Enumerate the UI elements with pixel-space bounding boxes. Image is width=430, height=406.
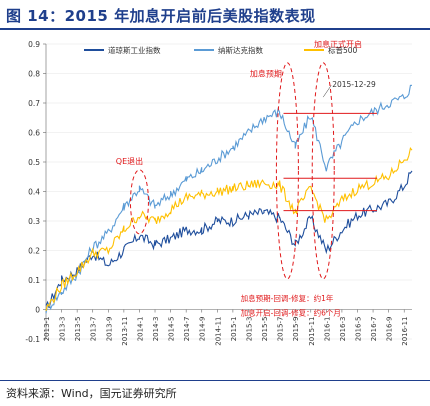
- x-tick-label: 2016-11: [401, 317, 409, 346]
- y-tick-label: 0.1: [28, 276, 40, 285]
- x-tick-label: 2013-1: [43, 317, 51, 342]
- x-tick-label: 2016-7: [370, 317, 378, 342]
- legend-label-1: 纳斯达克指数: [218, 45, 263, 55]
- qe-exit-ellipse: [129, 169, 149, 235]
- x-tick-label: 2014-9: [199, 317, 207, 342]
- x-tick-label: 2016-1: [323, 317, 331, 342]
- legend-label-2: 标普500: [328, 45, 358, 55]
- x-tick-label: 2015-1: [230, 317, 238, 342]
- legend-label-0: 道琼斯工业指数: [108, 45, 161, 55]
- hike-expect-label: 加息预期: [250, 68, 282, 78]
- x-tick-label: 2015-5: [261, 317, 269, 342]
- x-tick-label: 2014-5: [168, 317, 176, 342]
- figure-title: 图 14：2015 年加息开启前后美股指数表现: [6, 7, 316, 25]
- footer-rule: [0, 380, 430, 381]
- legend: 道琼斯工业指数 纳斯达克指数 标普500: [84, 45, 358, 55]
- x-tick-label: 2013-11: [121, 317, 129, 346]
- annotations: QE退出 加息预期 加息正式开启 2015-12-29 加息预期-回调-修复：约1年加息…: [116, 39, 377, 317]
- y-tick-label: -0.1: [25, 335, 40, 344]
- x-tick-label: 2015-3: [245, 317, 253, 342]
- y-tick-label: 0.9: [28, 40, 40, 49]
- x-tick-label: 2013-7: [90, 317, 98, 342]
- x-tick-label: 2016-9: [386, 317, 394, 342]
- x-tick-label: 2013-9: [105, 317, 113, 342]
- x-tick-label: 2015-9: [292, 317, 300, 342]
- hike-expect-ellipse: [275, 62, 299, 280]
- axes: -0.1 0 0.1 0.2 0.3 0.4 0.5 0.6 0.7 0.8 0.9 2013-1 20…: [25, 40, 412, 346]
- y-tick-label: 0.7: [28, 99, 40, 108]
- qe-exit-label: QE退出: [116, 156, 143, 166]
- x-tick-label: 2014-11: [214, 317, 222, 346]
- y-tick-label: 0.8: [28, 70, 40, 79]
- y-tick-label: 0.5: [28, 158, 40, 167]
- x-tick-label: 2014-1: [136, 317, 144, 342]
- hike-start-ellipse: [311, 62, 335, 280]
- note-line-2: 加息开启-回调-修复：约6个月: [241, 307, 341, 317]
- x-tick-label: 2015-7: [277, 317, 285, 342]
- date-label: 2015-12-29: [332, 80, 376, 89]
- x-tick-label: 2014-7: [183, 317, 191, 342]
- y-tick-label: 0.2: [28, 247, 40, 256]
- date-leader-line: [323, 85, 332, 98]
- y-tick-label: 0.6: [28, 129, 40, 138]
- hike-start-label: 加息正式开启: [314, 39, 362, 49]
- x-tick-label: 2014-3: [152, 317, 160, 342]
- y-tick-label: 0.3: [28, 217, 40, 226]
- chart-svg: -0.1 0 0.1 0.2 0.3 0.4 0.5 0.6 0.7 0.8 0.9 2013-1 20…: [25, 39, 413, 346]
- series-line-1: [45, 84, 413, 314]
- note-line-1: 加息预期-回调-修复：约1年: [241, 293, 334, 303]
- series-lines: [45, 84, 413, 314]
- series-line-0: [45, 170, 413, 309]
- source-note: 资料来源：Wind，国元证券研究所: [6, 387, 177, 400]
- series-line-2: [45, 146, 413, 312]
- x-tick-label: 2013-5: [74, 317, 82, 342]
- figure-title-bar: 图 14：2015 年加息开启前后美股指数表现: [0, 0, 430, 30]
- x-tick-label: 2016-3: [339, 317, 347, 342]
- y-tick-label: 0.4: [28, 188, 40, 197]
- y-tick-label: 0: [35, 306, 40, 315]
- x-tick-label: 2013-3: [59, 317, 67, 342]
- x-tick-label: 2016-5: [354, 317, 362, 342]
- x-tick-label: 2015-11: [308, 317, 316, 346]
